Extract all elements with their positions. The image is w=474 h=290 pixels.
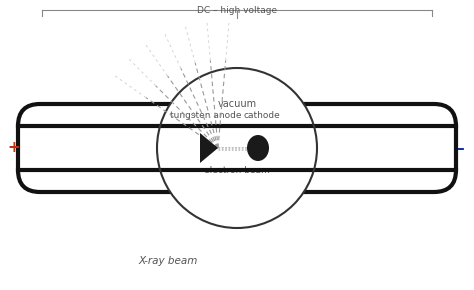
- Text: DC – high voltage: DC – high voltage: [197, 6, 277, 15]
- Text: vacuum: vacuum: [218, 99, 256, 109]
- Ellipse shape: [247, 135, 269, 161]
- Text: +: +: [8, 140, 20, 155]
- Text: tungsten anode: tungsten anode: [170, 111, 242, 120]
- Polygon shape: [200, 133, 218, 163]
- Text: X-ray beam: X-ray beam: [138, 256, 198, 266]
- Text: electron beam: electron beam: [204, 166, 269, 175]
- Text: –: –: [456, 140, 464, 155]
- Text: cathode: cathode: [244, 111, 281, 120]
- Circle shape: [157, 68, 317, 228]
- FancyBboxPatch shape: [18, 104, 456, 192]
